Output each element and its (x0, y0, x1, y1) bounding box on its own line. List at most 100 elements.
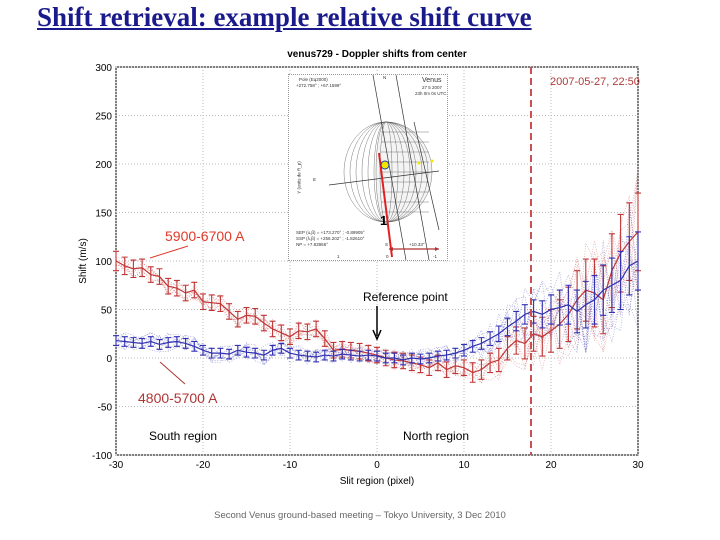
y-tick-label: 200 (95, 160, 112, 171)
error-bar (173, 279, 180, 297)
error-bar (443, 349, 450, 361)
x-tick-label: 10 (458, 460, 470, 471)
error-bar (478, 337, 485, 350)
error-bar (478, 359, 485, 380)
error-bar (200, 293, 206, 311)
venus-geometry-inset: Pole (Eq2000) +272.758° ; +67.1599° Venu… (288, 74, 448, 261)
error-bar (565, 284, 572, 325)
error-bar (313, 320, 320, 338)
error-bar (487, 352, 494, 374)
error-bar (461, 359, 467, 377)
error-bar (617, 250, 624, 311)
east-label: E (313, 177, 317, 182)
error-bar (295, 349, 302, 361)
error-bar (287, 328, 293, 345)
blue-label-arrow (159, 361, 186, 385)
error-bar (339, 348, 346, 360)
error-bar (417, 353, 424, 365)
error-bar (182, 284, 189, 302)
error-bar (356, 350, 363, 362)
inset-ylabel: Y (units de R_p) (296, 161, 302, 194)
error-bar (130, 259, 137, 279)
y-tick-label: 0 (106, 354, 112, 365)
pole-value: +272.758° ; +67.1599° (296, 83, 342, 88)
error-bar (147, 266, 154, 283)
error-bar (260, 314, 267, 332)
error-bar (234, 310, 241, 328)
error-bar (139, 258, 146, 278)
error-bar (626, 236, 633, 296)
error-bar (304, 350, 311, 362)
x-tick-label: 20 (545, 460, 557, 471)
error-bar (269, 344, 276, 356)
error-bar (461, 343, 467, 357)
north-label: N (383, 75, 387, 80)
error-bar (347, 349, 354, 361)
reference-point-label: Reference point (363, 290, 448, 304)
error-bar (156, 268, 163, 285)
error-bar (548, 294, 554, 325)
date-label: 2007-05-27, 22:50 (550, 76, 640, 88)
slit-number: 1 (380, 213, 388, 228)
error-bar (121, 336, 128, 347)
error-bar (469, 339, 476, 353)
error-bar (208, 347, 215, 359)
x-tick-label: 30 (632, 460, 644, 471)
ssp-text: SSP (λ,β) = +256.202° ; -1.82610° (296, 236, 365, 241)
error-bar (400, 354, 407, 366)
error-bar (495, 325, 502, 343)
inset-xtick: 0 (386, 254, 389, 259)
error-bar (600, 264, 607, 316)
error-bar (574, 289, 581, 334)
x-tick-label: -10 (283, 460, 298, 471)
error-bar (487, 331, 494, 346)
error-bar (443, 361, 450, 378)
individual-trace (115, 240, 639, 366)
np-text: NP = +7.83966° (296, 242, 328, 247)
error-bar (321, 330, 328, 347)
error-bar (113, 250, 119, 272)
error-bar (226, 348, 233, 360)
error-bar (321, 349, 328, 361)
slide-title: Shift retrieval: example relative shift … (37, 2, 532, 32)
error-bar (504, 317, 511, 337)
y-tick-label: 300 (95, 63, 112, 74)
error-bar (234, 344, 241, 356)
error-bar (391, 352, 398, 364)
south-region-label: South region (149, 429, 217, 443)
x-tick-label: -30 (109, 460, 124, 471)
y-tick-label: 50 (101, 306, 113, 317)
error-bar (608, 257, 615, 313)
error-bar (165, 277, 172, 295)
error-bar (269, 320, 276, 338)
planet-name: Venus (422, 77, 442, 84)
error-bar (365, 349, 372, 361)
y-tick-label: -100 (92, 451, 112, 462)
error-bar (191, 281, 198, 299)
error-bar (173, 336, 180, 347)
center-point (380, 160, 390, 170)
chart-title: venus729 - Doppler shifts from center (287, 49, 467, 60)
error-bar (147, 336, 154, 347)
y-tick-label: 150 (95, 209, 112, 220)
scale-text: +10.33" (409, 242, 425, 247)
red-series-label: 5900-6700 A (165, 228, 245, 244)
error-bar (243, 346, 250, 358)
error-bar (295, 322, 302, 340)
error-bar (139, 338, 146, 349)
error-bar (130, 337, 137, 348)
y-tick-label: 250 (95, 112, 112, 123)
y-tick-label: 100 (95, 257, 112, 268)
error-bar (556, 289, 563, 326)
error-bar (582, 280, 589, 329)
inset-xtick: 1 (337, 254, 340, 259)
sep-text: SEP (u,β) = +173.270° ; -0.89905° (296, 230, 365, 235)
error-bar (217, 347, 224, 359)
y-tick-label: -50 (98, 403, 113, 414)
error-bar (382, 352, 389, 364)
error-bar (374, 350, 380, 362)
error-bar (408, 352, 415, 364)
error-bar (252, 307, 259, 325)
inset-xtick: -1 (433, 254, 438, 259)
error-bar (426, 352, 433, 364)
